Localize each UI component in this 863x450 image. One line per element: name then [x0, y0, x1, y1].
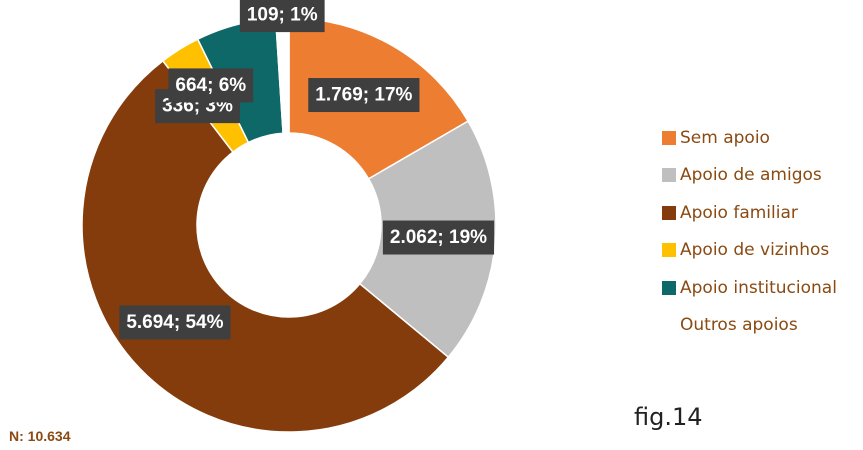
- legend-item-apoio-institucional: Apoio institucional: [662, 269, 837, 307]
- data-label-apoio-de-amigos: 2.062; 19%: [382, 220, 495, 255]
- legend-swatch: [662, 243, 676, 258]
- legend-swatch: [662, 280, 676, 295]
- legend-item-apoio-de-vizinhos: Apoio de vizinhos: [662, 232, 837, 270]
- data-label-apoio-institucional: 664; 6%: [168, 68, 254, 103]
- data-label-text: 664; 6%: [175, 75, 246, 96]
- data-label-apoio-familiar: 5.694; 54%: [119, 305, 231, 340]
- data-label-sem-apoio: 1.769; 17%: [308, 78, 420, 113]
- legend-item-apoio-familiar: Apoio familiar: [662, 194, 837, 232]
- legend-label: Apoio familiar: [680, 202, 798, 223]
- legend-label: Apoio institucional: [680, 277, 837, 298]
- legend-item-apoio-de-amigos: Apoio de amigos: [662, 157, 837, 195]
- legend-label: Apoio de amigos: [680, 165, 822, 186]
- legend-swatch: [662, 130, 676, 145]
- data-label-box: [239, 0, 325, 33]
- data-label-box: [382, 220, 495, 255]
- data-label-text: 2.062; 19%: [390, 227, 487, 248]
- legend-item-outros-apoios: Outros apoios: [662, 307, 837, 345]
- data-label-text: 5.694; 54%: [126, 312, 223, 333]
- total-count-label: N: 10.634: [9, 428, 71, 444]
- data-label-box: [168, 68, 254, 103]
- legend-swatch: [662, 205, 676, 220]
- legend-item-sem-apoio: Sem apoio: [662, 119, 837, 157]
- legend-swatch: [662, 318, 676, 332]
- data-label-text: 109; 1%: [247, 5, 318, 26]
- legend: Sem apoio Apoio de amigos Apoio familiar Ap…: [662, 119, 837, 344]
- legend-label: Sem apoio: [680, 127, 770, 148]
- legend-label: Outros apoios: [680, 315, 798, 336]
- data-labels-layer: 1.769; 17%2.062; 19%5.694; 54%336; 3%664…: [119, 0, 495, 340]
- legend-swatch: [662, 168, 676, 183]
- figure-label: fig.14: [634, 403, 703, 431]
- data-label-outros-apoios: 109; 1%: [239, 0, 325, 33]
- data-label-text: 1.769; 17%: [315, 85, 412, 106]
- data-label-box: [308, 78, 420, 113]
- data-label-box: [119, 305, 231, 340]
- legend-label: Apoio de vizinhos: [680, 240, 830, 261]
